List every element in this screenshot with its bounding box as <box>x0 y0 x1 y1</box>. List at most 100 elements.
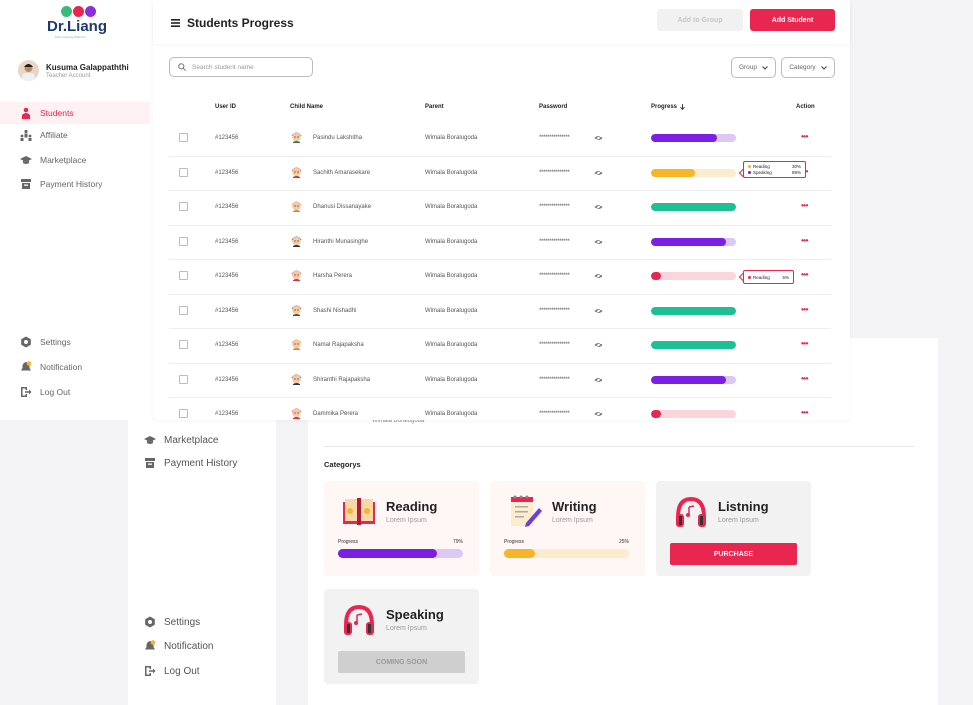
eye-slash-icon[interactable] <box>594 169 603 176</box>
progress-bar <box>651 410 736 418</box>
page-title-row: Students Progress <box>171 16 294 30</box>
card-progress-value: 79% <box>452 539 463 545</box>
eye-slash-icon[interactable] <box>594 273 603 279</box>
menu-icon[interactable] <box>171 19 180 27</box>
card-subtitle: Lorem Ipsum <box>386 517 427 524</box>
chevron-down-icon <box>762 65 768 70</box>
cell-user-id: #123456 <box>215 307 239 314</box>
group-select[interactable]: Group <box>731 57 776 78</box>
progress-fill <box>651 134 718 142</box>
category-card-reading[interactable]: Reading Lorem Ipsum Progress 79% <box>324 481 479 576</box>
logo-circle <box>73 6 84 17</box>
cell-password: *************** <box>539 135 570 141</box>
card-progress-label-row: Progress 25% <box>504 539 629 545</box>
row-checkbox[interactable] <box>179 374 188 384</box>
child-avatar-icon <box>291 374 302 385</box>
category-select[interactable]: Category <box>781 57 835 78</box>
sidebar-item-notification[interactable]: Notification <box>0 356 150 378</box>
sidebar-item-marketplace[interactable]: Marketplace <box>0 149 150 171</box>
more-actions-icon[interactable]: ••• <box>801 304 808 314</box>
eye-slash-icon[interactable] <box>594 204 603 210</box>
row-divider <box>169 362 831 364</box>
row-checkbox[interactable] <box>179 167 188 177</box>
column-header-progress-label: Progress <box>651 104 678 110</box>
sidebar-item-affiliate[interactable]: Affiliate <box>0 124 150 146</box>
progress-fill <box>651 306 736 315</box>
logo-mark <box>61 6 96 17</box>
more-actions-icon[interactable]: ••• <box>801 270 808 279</box>
cell-parent: Wimala Boralugoda <box>425 273 478 279</box>
eye-slash-icon[interactable] <box>594 376 603 383</box>
row-checkbox[interactable] <box>179 271 188 280</box>
category-card-speaking[interactable]: Speaking Lorem Ipsum COMING SOON <box>324 589 479 684</box>
more-actions-icon[interactable]: ••• <box>801 373 808 383</box>
back-sidebar-item-logout[interactable]: Log Out <box>144 665 200 677</box>
back-sidebar-item-notification[interactable]: Notification <box>144 640 213 652</box>
cell-child-name: Harsha Perera <box>313 273 353 279</box>
sidebar-item-logout[interactable]: Log Out <box>0 381 150 403</box>
more-actions-icon[interactable]: ••• <box>801 408 808 417</box>
sidebar-item-students[interactable]: Students <box>0 102 150 124</box>
cell-user-id: #123456 <box>215 238 239 245</box>
back-sidebar-item-payment-history[interactable]: Payment History <box>144 457 237 469</box>
categories-heading: Categorys <box>324 460 361 469</box>
card-progress-bar <box>338 549 463 558</box>
column-header-child-name: Child Name <box>290 104 324 110</box>
bell-icon <box>21 361 32 371</box>
eye-slash-icon[interactable] <box>594 238 603 245</box>
graduation-cap-icon <box>20 156 32 164</box>
column-header-password: Password <box>539 104 568 110</box>
search-input[interactable]: Search student name <box>169 57 313 77</box>
child-avatar-icon <box>291 167 302 178</box>
eye-slash-icon[interactable] <box>594 135 603 141</box>
card-progress-value: 25% <box>618 539 629 545</box>
logo-circle <box>85 6 96 17</box>
eye-slash-icon[interactable] <box>594 307 603 314</box>
row-checkbox[interactable] <box>179 409 188 418</box>
back-sidebar-item-settings[interactable]: Settings <box>144 616 200 628</box>
eye-slash-icon[interactable] <box>594 411 603 417</box>
category-card-writing[interactable]: Writing Lorem Ipsum Progress 25% <box>490 481 645 576</box>
more-actions-icon[interactable]: ••• <box>801 132 808 141</box>
progress-bar <box>651 306 736 315</box>
eye-slash-icon[interactable] <box>594 342 603 348</box>
card-progress-bar <box>504 549 629 558</box>
more-actions-icon[interactable]: ••• <box>801 235 808 245</box>
more-actions-icon[interactable]: ••• <box>801 201 808 210</box>
avatar[interactable] <box>18 60 39 81</box>
cell-user-id: #123456 <box>215 169 239 176</box>
row-checkbox[interactable] <box>179 133 188 142</box>
row-checkbox[interactable] <box>179 340 188 349</box>
add-to-group-button[interactable]: Add to Group <box>657 9 743 31</box>
row-checkbox[interactable] <box>179 305 188 315</box>
tooltip-label: Reading <box>753 274 770 280</box>
avatar-image <box>22 64 35 81</box>
tooltip-value: 89% <box>791 170 801 175</box>
group-select-label: Group <box>738 64 758 71</box>
sidebar-item-label: Students <box>40 108 74 118</box>
sidebar-item-label: Payment History <box>40 179 103 189</box>
progress-fill <box>651 203 736 211</box>
cell-user-id: #123456 <box>215 204 239 210</box>
cell-user-id: #123456 <box>215 273 239 279</box>
row-checkbox[interactable] <box>179 236 188 246</box>
child-avatar-icon <box>291 201 302 212</box>
sidebar-item-payment-history[interactable]: Payment History <box>0 173 150 195</box>
card-progress-fill <box>504 549 536 558</box>
cell-password: *************** <box>539 411 570 417</box>
card-progress-label: Progress <box>338 539 359 545</box>
back-sidebar-item-marketplace[interactable]: Marketplace <box>144 434 218 446</box>
card-progress-label: Progress <box>504 539 525 545</box>
row-checkbox[interactable] <box>179 202 188 211</box>
category-card-listning[interactable]: Listning Lorem Ipsum PURCHASE <box>656 481 811 576</box>
row-divider <box>169 328 831 329</box>
purchase-button[interactable]: PURCHASE <box>670 543 797 565</box>
sidebar-item-settings[interactable]: Settings <box>0 331 150 353</box>
legend-dot <box>748 275 751 279</box>
child-avatar-icon <box>291 270 302 281</box>
back-parent-text: Wimala Boralugoda <box>372 418 425 424</box>
more-actions-icon[interactable]: ••• <box>801 339 808 348</box>
add-student-button[interactable]: Add Student <box>750 9 835 31</box>
progress-bar <box>651 272 736 280</box>
column-header-progress[interactable]: Progress <box>651 104 685 110</box>
